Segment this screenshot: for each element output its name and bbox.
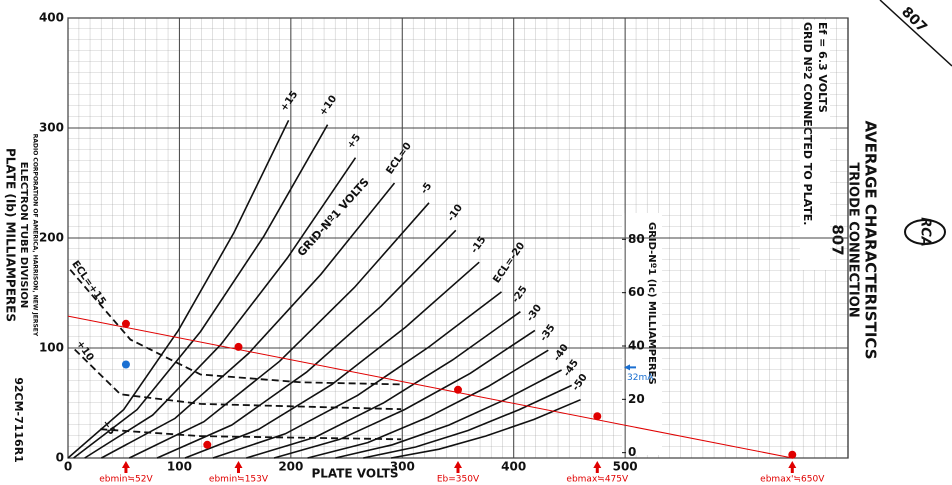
y2-tick-label: 0	[628, 445, 636, 459]
plate-curve	[84, 157, 357, 459]
plate-curve	[273, 329, 536, 459]
plate-curve	[335, 369, 562, 459]
y-tick-label: 400	[39, 11, 64, 25]
chart-title: AVERAGE CHARACTERISTICS	[862, 120, 880, 359]
corner-line	[879, 0, 952, 67]
note-arrow	[624, 364, 636, 371]
x-tick-label: 400	[501, 460, 526, 474]
operating-point	[454, 385, 462, 394]
y-tick-label: 200	[39, 231, 64, 245]
conditions-backing	[800, 20, 830, 270]
annotation-arrow	[121, 461, 130, 473]
annotation: ebmax≒475V	[566, 475, 629, 485]
y2-tick-label: 60	[628, 285, 645, 299]
y-tick-label: 100	[39, 341, 64, 355]
operating-point	[788, 450, 797, 459]
annotation: Eb=350V	[437, 475, 480, 485]
y2-tick-label: 20	[628, 392, 645, 406]
y-axis-label: PLATE (Ib) MILLIAMPERES	[4, 148, 18, 322]
operating-point	[593, 412, 602, 421]
annotation: ebmin≒153V	[209, 475, 269, 485]
tube-number: 807	[829, 224, 847, 255]
logo-ring	[904, 219, 946, 245]
x-tick-label: 200	[278, 460, 303, 474]
annotation-arrow	[234, 461, 243, 473]
load-line	[67, 315, 793, 459]
curve-label: -5	[419, 181, 434, 196]
note: 32mA	[627, 373, 654, 383]
grid-current-curve	[69, 269, 402, 386]
x-tick-label: 500	[613, 460, 638, 474]
operating-point	[234, 342, 243, 351]
chart-subtitle: TRIODE CONNECTION	[846, 162, 861, 317]
grid-current-curve	[74, 348, 402, 411]
annotation-arrow	[788, 461, 797, 473]
annotation: ebmin≒52V	[99, 475, 153, 485]
plate-curve	[73, 124, 329, 459]
plate-curve	[184, 261, 480, 459]
operating-point	[203, 440, 212, 449]
operating-point	[121, 319, 130, 328]
condition: GRID Nº2 CONNECTED TO PLATE.	[801, 22, 814, 225]
x-tick-label: 300	[390, 460, 415, 474]
plate-curve	[307, 349, 549, 459]
corner-label: 807	[898, 4, 930, 36]
logo: RCA	[918, 217, 933, 247]
condition: Ef = 6.3 VOLTS	[816, 22, 829, 113]
maker: ELECTRON TUBE DIVISION	[18, 162, 29, 308]
annotation: ebmax'≒650V	[760, 475, 825, 485]
y2-box	[622, 213, 662, 455]
plate-curve	[246, 311, 521, 459]
grid-current-curve	[100, 428, 402, 441]
y2-tick-label: 40	[628, 339, 645, 353]
maker: RADIO CORPORATION OF AMERICA, HARRISON, …	[32, 134, 39, 337]
plate-curve	[67, 119, 290, 459]
annotation-arrow	[454, 461, 462, 473]
grid-point	[121, 360, 130, 369]
drawing-number: 92CM-7116R1	[12, 377, 25, 463]
y-tick-label: 300	[39, 121, 64, 135]
x-tick-label: 0	[64, 460, 72, 474]
plate-curve	[156, 229, 457, 459]
y2-tick-label: 80	[628, 232, 645, 246]
plate-curve	[363, 384, 573, 459]
y2-axis-label: GRID-Nº1 (Ic) MILLIAMPERES	[646, 222, 657, 385]
y-tick-label: 0	[56, 451, 64, 465]
plate-curve	[101, 182, 396, 459]
annotation-arrow	[593, 461, 602, 473]
plate-curve	[212, 291, 502, 459]
x-tick-label: 100	[167, 460, 192, 474]
x-axis-label: PLATE VOLTS	[311, 467, 398, 481]
plate-curve	[390, 398, 581, 459]
